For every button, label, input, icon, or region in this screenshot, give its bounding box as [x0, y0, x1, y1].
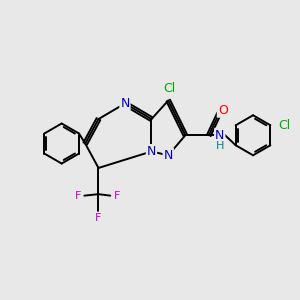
Text: F: F [113, 190, 120, 201]
Text: N: N [120, 97, 130, 110]
Text: F: F [95, 213, 102, 223]
Text: N: N [147, 145, 156, 158]
Text: N: N [215, 129, 224, 142]
Text: Cl: Cl [279, 119, 291, 132]
Text: N: N [164, 149, 173, 162]
Text: O: O [218, 104, 228, 117]
Text: Cl: Cl [164, 82, 176, 95]
Text: F: F [75, 190, 81, 201]
Text: H: H [216, 142, 224, 152]
